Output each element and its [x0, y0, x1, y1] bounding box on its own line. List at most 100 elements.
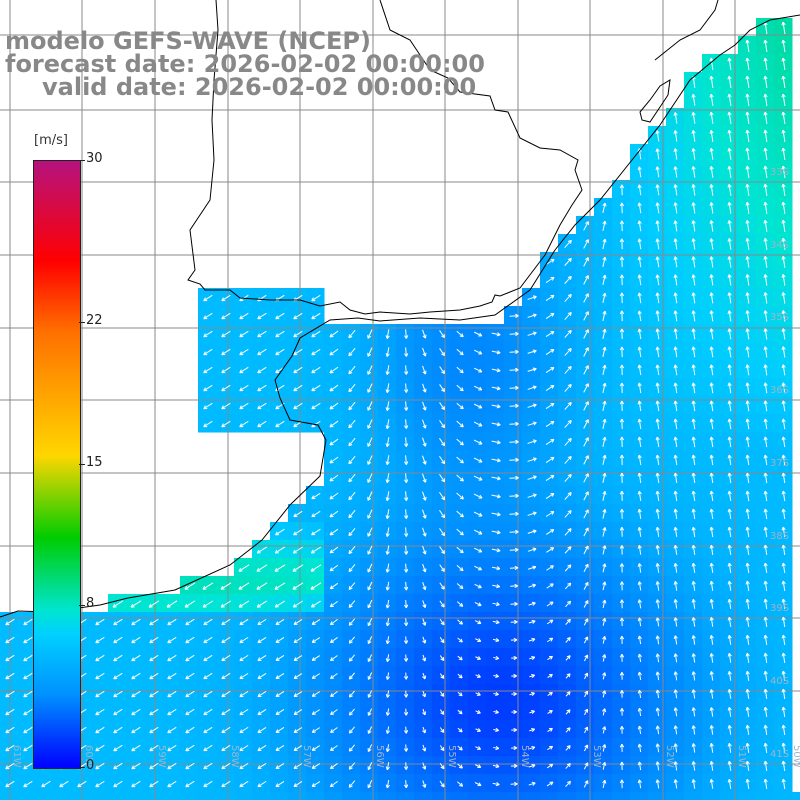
wind-cell — [486, 324, 505, 343]
wind-cell — [540, 576, 559, 595]
wind-cell — [702, 468, 721, 487]
wind-arrow — [691, 130, 696, 142]
wind-arrow — [583, 365, 589, 375]
wind-cell — [684, 432, 703, 451]
wind-cell — [306, 648, 325, 667]
wind-cell — [342, 594, 361, 613]
wind-cell — [720, 594, 739, 613]
wind-cell — [648, 396, 667, 415]
wind-cell — [216, 594, 235, 613]
wind-arrow — [709, 707, 714, 717]
wind-arrow — [655, 653, 660, 663]
wind-cell — [198, 738, 217, 757]
wind-arrow — [329, 330, 339, 338]
wind-cell — [18, 756, 37, 775]
wind-cell — [306, 702, 325, 721]
wind-arrow — [221, 690, 231, 698]
wind-arrow — [763, 454, 768, 466]
wind-arrow — [166, 600, 178, 608]
wind-cell — [342, 414, 361, 433]
wind-arrow — [491, 404, 501, 409]
wind-arrow — [637, 779, 642, 789]
wind-arrow — [619, 599, 625, 609]
wind-arrow — [385, 690, 390, 698]
wind-arrow — [691, 436, 696, 448]
wind-arrow — [112, 600, 124, 608]
wind-arrow — [311, 763, 321, 769]
wind-cell — [90, 756, 109, 775]
wind-cell — [774, 396, 793, 415]
wind-arrow — [113, 636, 123, 644]
wind-arrow — [602, 472, 607, 483]
wind-cell — [756, 774, 775, 793]
wind-cell — [720, 324, 739, 343]
wind-cell — [234, 756, 253, 775]
wind-cell — [252, 648, 271, 667]
wind-cell — [216, 396, 235, 415]
wind-arrow — [403, 780, 409, 789]
wind-arrow — [727, 670, 732, 681]
wind-cell — [576, 522, 595, 541]
wind-arrow — [113, 744, 123, 752]
wind-arrow — [422, 509, 427, 519]
wind-arrow — [763, 93, 768, 107]
wind-cell — [702, 648, 721, 667]
wind-arrow — [781, 292, 786, 304]
wind-cell — [162, 720, 181, 739]
wind-cell — [522, 774, 541, 793]
wind-cell — [540, 666, 559, 685]
wind-arrow — [619, 328, 625, 340]
wind-cell — [522, 540, 541, 559]
wind-arrow — [311, 510, 321, 518]
wind-arrow — [709, 111, 714, 124]
wind-arrow — [619, 220, 625, 232]
wind-arrow — [293, 384, 303, 392]
wind-cell — [720, 648, 739, 667]
wind-arrow — [655, 148, 660, 160]
wind-cell — [486, 684, 505, 703]
wind-arrow — [385, 329, 390, 339]
wind-cell — [522, 594, 541, 613]
wind-arrow — [422, 582, 427, 591]
wind-cell — [576, 450, 595, 469]
wind-cell — [396, 666, 415, 685]
wind-cell — [540, 522, 559, 541]
wind-arrow — [745, 400, 750, 412]
wind-cell — [504, 720, 523, 739]
wind-arrow — [527, 475, 537, 480]
wind-arrow — [709, 238, 714, 250]
wind-arrow — [367, 672, 373, 680]
wind-cell — [774, 288, 793, 307]
wind-cell — [360, 450, 379, 469]
wind-cell — [630, 648, 649, 667]
wind-cell — [396, 342, 415, 361]
wind-arrow — [274, 600, 286, 608]
wind-arrow — [583, 455, 589, 465]
wind-arrow — [583, 401, 589, 411]
wind-cell — [702, 180, 721, 199]
wind-arrow — [256, 582, 268, 590]
wind-arrow — [474, 782, 482, 787]
wind-arrow — [527, 403, 537, 408]
wind-cell — [90, 702, 109, 721]
wind-arrow — [5, 690, 15, 698]
wind-cell — [306, 360, 325, 379]
wind-cell — [522, 756, 541, 775]
wind-arrow — [745, 75, 750, 89]
wind-arrow — [167, 618, 177, 626]
wind-cell — [360, 684, 379, 703]
wind-arrow — [493, 673, 499, 679]
wind-arrow — [763, 472, 768, 484]
wind-cell — [306, 792, 325, 800]
wind-arrow — [422, 762, 427, 770]
wind-cell — [702, 522, 721, 541]
wind-arrow — [781, 364, 786, 376]
wind-arrow — [456, 438, 464, 446]
wind-cell — [684, 504, 703, 523]
wind-cell — [486, 666, 505, 685]
wind-cell — [720, 90, 739, 109]
wind-arrow — [781, 436, 786, 448]
wind-cell — [702, 594, 721, 613]
wind-cell — [396, 612, 415, 631]
wind-cell — [558, 234, 577, 253]
